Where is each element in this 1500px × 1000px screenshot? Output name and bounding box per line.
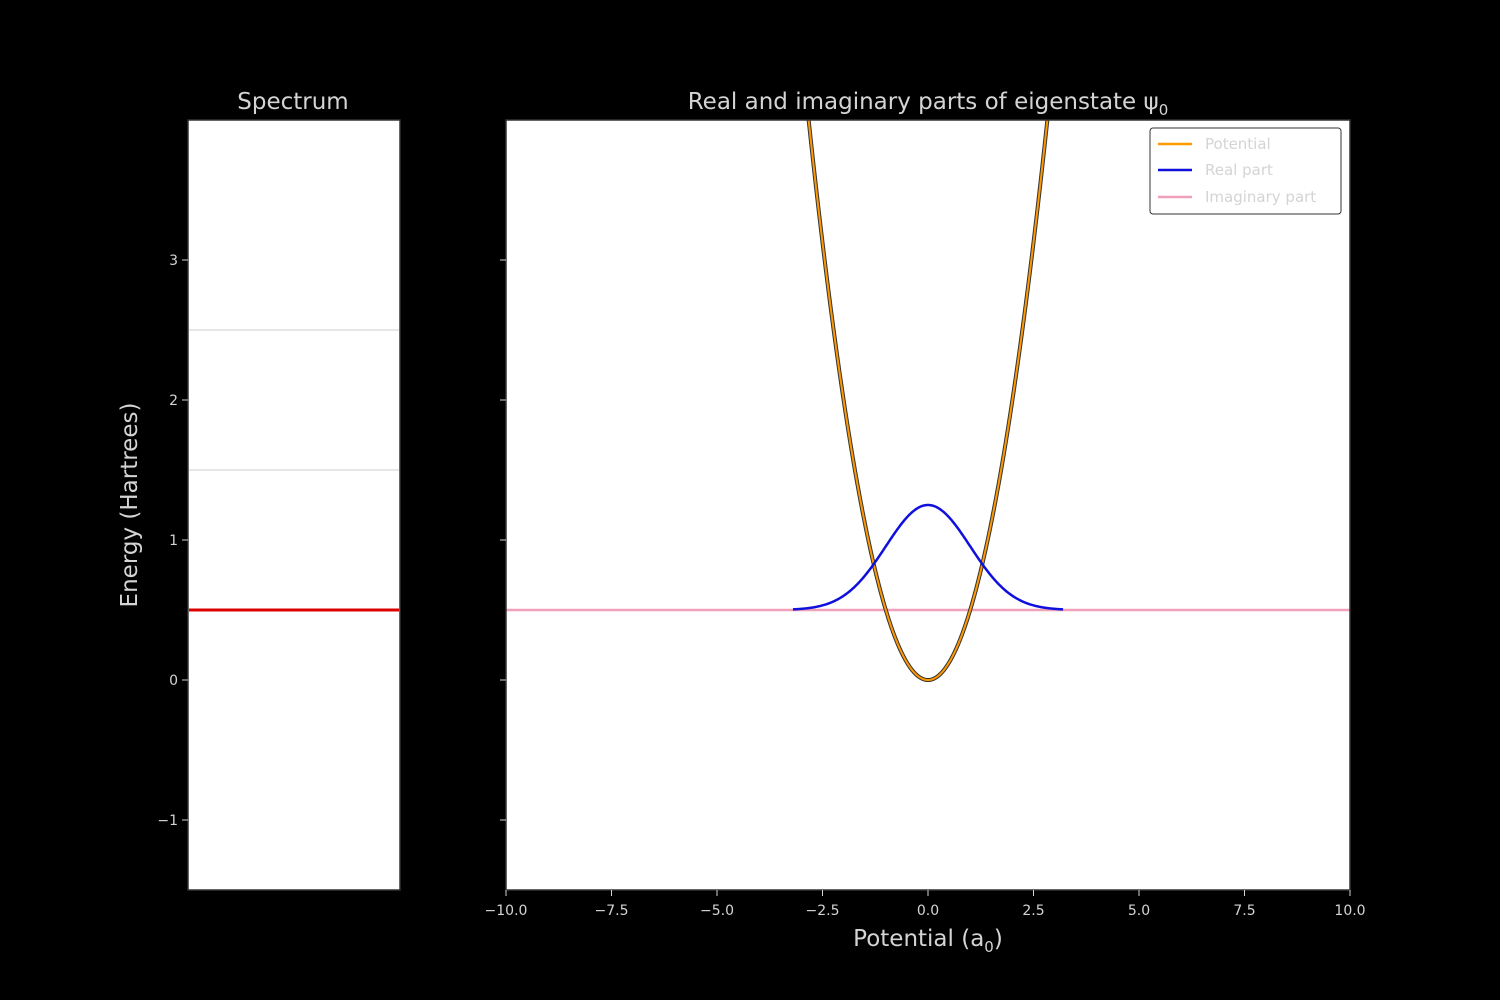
eigenstate-panel: −10.0 −7.5 −5.0 −2.5 0.0 2.5 5.0 7.5 10.0 Real a… xyxy=(485,89,1366,956)
series-real-part xyxy=(792,503,1064,611)
spectrum-axes-face xyxy=(188,120,400,890)
eigenstate-x-tick-label: −2.5 xyxy=(806,903,840,919)
eigenstate-x-tick-label: 2.5 xyxy=(1022,903,1044,919)
legend-box xyxy=(1149,127,1342,215)
eigenstate-title-subscript: 0 xyxy=(1159,101,1169,119)
eigenstate-x-tick-label: −5.0 xyxy=(700,903,734,919)
eigenstate-y-ticks xyxy=(500,259,506,821)
spectrum-y-tick-label: −1 xyxy=(157,813,178,829)
eigenstate-x-ticks: −10.0 −7.5 −5.0 −2.5 0.0 2.5 5.0 7.5 10.0 xyxy=(485,890,1366,919)
spectrum-y-tick-label: 1 xyxy=(169,533,178,549)
eigenstate-title-text: Real and imaginary parts of eigenstate ψ xyxy=(688,89,1159,115)
legend-label-imaginary-part: Imaginary part xyxy=(1205,188,1316,206)
series-potential xyxy=(807,120,1049,682)
x-label-subscript: 0 xyxy=(984,938,994,956)
eigenstate-x-tick-label: 0.0 xyxy=(917,903,939,919)
x-label-text: Potential (a xyxy=(853,926,984,952)
eigenstate-title: Real and imaginary parts of eigenstate ψ… xyxy=(688,89,1169,119)
eigenstate-x-tick-label: 7.5 xyxy=(1233,903,1255,919)
spectrum-y-tick-label: 0 xyxy=(169,673,178,689)
eigenstate-x-tick-label: 10.0 xyxy=(1334,903,1365,919)
x-label-suffix: ) xyxy=(994,926,1003,952)
legend-label-real-part: Real part xyxy=(1205,161,1273,179)
spectrum-title: Spectrum xyxy=(237,89,348,115)
legend: Potential Real part Imaginary part xyxy=(1149,127,1342,215)
eigenstate-x-tick-label: 5.0 xyxy=(1128,903,1150,919)
spectrum-y-tick-label: 3 xyxy=(169,253,178,269)
spectrum-y-ticks: −1 0 1 2 3 xyxy=(157,253,188,829)
spectrum-levels xyxy=(189,329,399,612)
spectrum-panel: −1 0 1 2 3 Spectrum Energy (Hartrees) xyxy=(117,89,401,891)
eigenstate-x-axis-label: Potential (a0) xyxy=(853,926,1003,956)
eigenstate-x-tick-label: −10.0 xyxy=(485,903,528,919)
spectrum-y-tick-label: 2 xyxy=(169,393,178,409)
spectrum-axes-frame xyxy=(187,119,401,891)
legend-label-potential: Potential xyxy=(1205,135,1271,153)
eigenstate-x-tick-label: −7.5 xyxy=(595,903,629,919)
spectrum-y-axis-label: Energy (Hartrees) xyxy=(117,403,143,608)
eigenstate-curves xyxy=(506,120,1350,683)
